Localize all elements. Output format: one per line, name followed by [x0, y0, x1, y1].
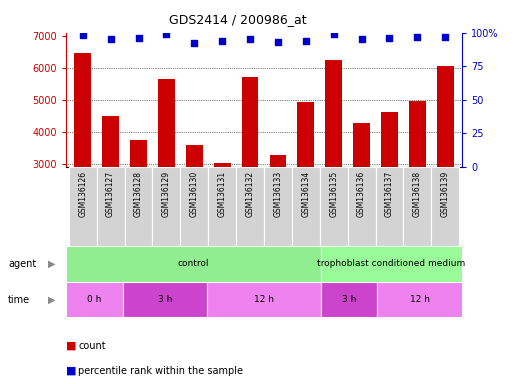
Text: GSM136133: GSM136133 — [274, 171, 282, 217]
Bar — [431, 167, 459, 246]
Point — [385, 35, 394, 41]
Text: 3 h: 3 h — [158, 295, 172, 304]
Text: percentile rank within the sample: percentile rank within the sample — [78, 366, 243, 376]
Point — [162, 31, 171, 37]
Bar — [153, 167, 181, 246]
Bar — [158, 79, 175, 260]
Text: ▶: ▶ — [48, 295, 55, 305]
Bar — [242, 77, 258, 260]
Text: 3 h: 3 h — [342, 295, 356, 304]
Bar — [125, 167, 153, 246]
Bar — [347, 167, 375, 246]
Bar — [297, 102, 314, 260]
Text: GSM136136: GSM136136 — [357, 171, 366, 217]
Bar — [66, 246, 320, 282]
Point — [413, 34, 421, 40]
Bar — [409, 101, 426, 260]
Bar — [208, 282, 320, 317]
Bar — [320, 167, 347, 246]
Text: GSM136129: GSM136129 — [162, 171, 171, 217]
Bar — [353, 123, 370, 260]
Text: ■: ■ — [66, 341, 77, 351]
Bar — [181, 167, 208, 246]
Text: GSM136138: GSM136138 — [413, 171, 422, 217]
Bar — [130, 140, 147, 260]
Point — [329, 31, 338, 37]
Point — [134, 35, 143, 41]
Bar — [381, 112, 398, 260]
Point — [246, 36, 254, 43]
Text: GSM136134: GSM136134 — [301, 171, 310, 217]
Point — [79, 32, 87, 38]
Bar — [66, 282, 122, 317]
Text: GSM136130: GSM136130 — [190, 171, 199, 217]
Bar — [292, 167, 320, 246]
Bar — [208, 167, 236, 246]
Bar — [69, 167, 97, 246]
Bar — [236, 167, 264, 246]
Point — [274, 39, 282, 45]
Bar — [264, 167, 292, 246]
Text: ■: ■ — [66, 366, 77, 376]
Point — [107, 36, 115, 43]
Text: 0 h: 0 h — [87, 295, 101, 304]
Text: GSM136126: GSM136126 — [78, 171, 87, 217]
Text: GSM136127: GSM136127 — [106, 171, 115, 217]
Bar — [102, 116, 119, 260]
Bar — [325, 61, 342, 260]
Point — [218, 38, 227, 44]
Bar — [403, 167, 431, 246]
Bar — [214, 163, 231, 260]
Bar — [74, 53, 91, 260]
Bar — [122, 282, 208, 317]
Bar — [375, 167, 403, 246]
Text: GSM136137: GSM136137 — [385, 171, 394, 217]
Text: control: control — [177, 260, 209, 268]
Point — [357, 36, 366, 43]
Bar — [186, 145, 203, 260]
Text: ▶: ▶ — [48, 259, 55, 269]
Bar — [97, 167, 125, 246]
Text: GDS2414 / 200986_at: GDS2414 / 200986_at — [169, 13, 306, 26]
Bar — [320, 246, 462, 282]
Text: GSM136128: GSM136128 — [134, 171, 143, 217]
Text: agent: agent — [8, 259, 36, 269]
Bar — [437, 66, 454, 260]
Text: GSM136132: GSM136132 — [246, 171, 254, 217]
Point — [190, 40, 199, 46]
Text: 12 h: 12 h — [410, 295, 430, 304]
Text: GSM136139: GSM136139 — [441, 171, 450, 217]
Point — [441, 34, 449, 40]
Text: GSM136135: GSM136135 — [329, 171, 338, 217]
Point — [301, 38, 310, 44]
Text: trophoblast conditioned medium: trophoblast conditioned medium — [317, 260, 465, 268]
Text: 12 h: 12 h — [254, 295, 274, 304]
Bar — [320, 282, 377, 317]
Bar — [270, 155, 286, 260]
Bar — [377, 282, 462, 317]
Text: count: count — [78, 341, 106, 351]
Text: GSM136131: GSM136131 — [218, 171, 227, 217]
Text: time: time — [8, 295, 30, 305]
